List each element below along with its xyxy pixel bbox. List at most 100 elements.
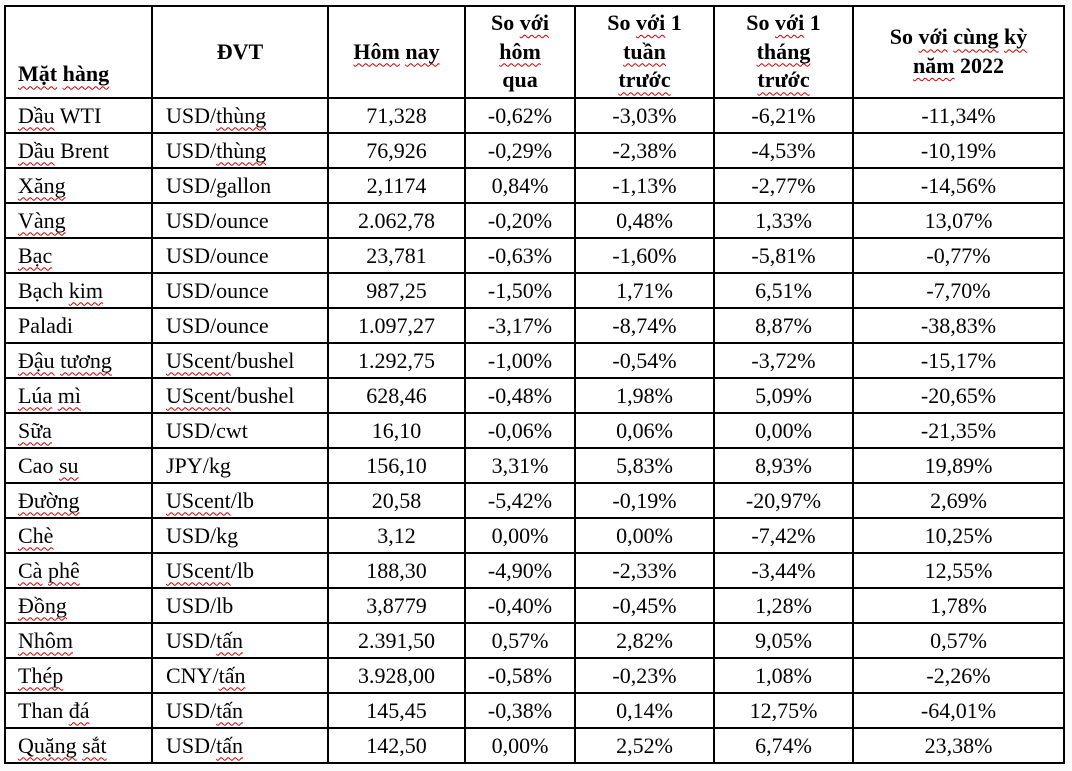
cell-today: 628,46	[327, 377, 466, 414]
table-row: Cao su JPY/kg 156,10 3,31% 5,83% 8,93% 19,89%	[4, 447, 1065, 484]
cell-vs-week: 5,83%	[574, 447, 715, 484]
cell-vs-month: 6,51%	[713, 272, 854, 309]
spellcheck-underline: cùng	[953, 24, 999, 50]
cell-vs-yesterday: 0,84%	[464, 167, 576, 204]
cell-vs-week: 0,14%	[574, 692, 715, 729]
cell-unit: USD/ounce	[151, 307, 329, 344]
cell-today: 20,58	[327, 482, 466, 519]
table-body: Dầu WTI USD/thùng 71,328 -0,62% -3,03% -6,21%…	[4, 97, 1065, 764]
column-header-commodity: Mặt hàng	[4, 5, 153, 99]
spellcheck-underline: UScent	[166, 487, 231, 513]
cell-vs-yesterday: 3,31%	[464, 447, 576, 484]
cell-today: 16,10	[327, 412, 466, 449]
table-row: Bạch kim USD/ounce 987,25 -1,50% 1,71% 6,51% -…	[4, 272, 1065, 309]
cell-vs-month: -3,72%	[713, 342, 854, 379]
cell-today: 2.391,50	[327, 622, 466, 659]
table-row: Lúa mì UScent/bushel 628,46 -0,48% 1,98% 5,09…	[4, 377, 1065, 414]
column-header-unit: ĐVT	[151, 5, 329, 99]
cell-unit: UScent/lb	[151, 482, 329, 519]
cell-vs-yesterday: -0,06%	[464, 412, 576, 449]
column-header-vs-yesterday: So với hôm qua	[464, 5, 576, 99]
cell-vs-yesterday: -0,48%	[464, 377, 576, 414]
cell-vs-yesterday: -1,50%	[464, 272, 576, 309]
spellcheck-underline: trước	[618, 67, 671, 93]
cell-vs-month: -4,53%	[713, 132, 854, 169]
table-row: Đậu tương UScent/bushel 1.292,75 -1,00% -0,5…	[4, 342, 1065, 379]
cell-commodity: Cao su	[4, 447, 153, 484]
cell-vs-2022: -64,01%	[852, 692, 1065, 729]
cell-vs-2022: -10,19%	[852, 132, 1065, 169]
cell-commodity: Đậu tương	[4, 342, 153, 379]
cell-vs-month: -20,97%	[713, 482, 854, 519]
cell-vs-month: 5,09%	[713, 377, 854, 414]
cell-vs-yesterday: -3,17%	[464, 307, 576, 344]
cell-unit: CNY/tấn	[151, 657, 329, 694]
cell-today: 142,50	[327, 727, 466, 764]
cell-commodity: Bạc	[4, 237, 153, 274]
cell-unit: USD/cwt	[151, 412, 329, 449]
cell-unit: USD/kg	[151, 517, 329, 554]
cell-unit: USD/tấn	[151, 692, 329, 729]
table-row: Cà phê UScent/lb 188,30 -4,90% -2,33% -3,44% 1…	[4, 552, 1065, 589]
cell-vs-2022: 13,07%	[852, 202, 1065, 239]
table-row: Than đá USD/tấn 145,45 -0,38% 0,14% 12,75% -64…	[4, 692, 1065, 729]
spellcheck-underline: với	[918, 24, 948, 50]
cell-vs-week: -2,38%	[574, 132, 715, 169]
spellcheck-underline: kỳ	[1004, 24, 1028, 50]
spellcheck-underline: đá	[68, 697, 90, 723]
cell-vs-month: -3,44%	[713, 552, 854, 589]
cell-vs-2022: 19,89%	[852, 447, 1065, 484]
cell-vs-2022: 12,55%	[852, 552, 1065, 589]
spellcheck-underline: Xăng	[18, 172, 66, 198]
cell-vs-month: -5,81%	[713, 237, 854, 274]
cell-unit: USD/ounce	[151, 272, 329, 309]
spellcheck-underline: Nhôm	[18, 627, 73, 653]
cell-vs-week: -1,13%	[574, 167, 715, 204]
cell-unit: USD/thùng	[151, 132, 329, 169]
table-row: Xăng USD/gallon 2,1174 0,84% -1,13% -2,77% -14…	[4, 167, 1065, 204]
table-row: Nhôm USD/tấn 2.391,50 0,57% 2,82% 9,05% 0,57%	[4, 622, 1065, 659]
cell-vs-month: -6,21%	[713, 97, 854, 134]
cell-today: 3,8779	[327, 587, 466, 624]
cell-commodity: Chè	[4, 517, 153, 554]
cell-unit: JPY/kg	[151, 447, 329, 484]
spellcheck-underline: Dầu	[18, 102, 55, 128]
cell-vs-2022: -0,77%	[852, 237, 1065, 274]
cell-vs-week: -1,60%	[574, 237, 715, 274]
cell-vs-2022: -20,65%	[852, 377, 1065, 414]
cell-vs-week: 2,52%	[574, 727, 715, 764]
cell-vs-month: 6,74%	[713, 727, 854, 764]
cell-today: 156,10	[327, 447, 466, 484]
header-row: Mặt hàng ĐVT Hôm nay So với hôm qua So với 1…	[4, 5, 1065, 99]
cell-vs-yesterday: -1,00%	[464, 342, 576, 379]
column-header-today: Hôm nay	[327, 5, 466, 99]
cell-today: 145,45	[327, 692, 466, 729]
spellcheck-underline: tấn	[216, 627, 244, 653]
cell-today: 23,781	[327, 237, 466, 274]
cell-vs-2022: 0,57%	[852, 622, 1065, 659]
spellcheck-underline: UScent	[166, 382, 231, 408]
spellcheck-underline: kim	[68, 277, 103, 303]
spellcheck-underline: tháng	[756, 38, 811, 64]
table-row: Đường UScent/lb 20,58 -5,42% -0,19% -20,97% 2,…	[4, 482, 1065, 519]
commodity-price-table: Mặt hàng ĐVT Hôm nay So với hôm qua So với 1…	[4, 5, 1065, 764]
cell-vs-month: 8,87%	[713, 307, 854, 344]
cell-vs-yesterday: 0,57%	[464, 622, 576, 659]
cell-unit: USD/gallon	[151, 167, 329, 204]
spellcheck-underline: phê	[47, 557, 80, 583]
cell-unit: USD/tấn	[151, 622, 329, 659]
spellcheck-underline: Thép	[18, 662, 64, 688]
spellcheck-underline: Đồng	[18, 592, 67, 618]
cell-vs-2022: -2,26%	[852, 657, 1065, 694]
spellcheck-underline: Sữa	[18, 417, 52, 443]
spellcheck-underline: Đường	[18, 487, 80, 513]
cell-commodity: Đồng	[4, 587, 153, 624]
cell-commodity: Dầu WTI	[4, 97, 153, 134]
spellcheck-underline: Vàng	[18, 207, 66, 233]
table-row: Sữa USD/cwt 16,10 -0,06% 0,06% 0,00% -21,35%	[4, 412, 1065, 449]
spellcheck-underline: Lúa	[18, 382, 53, 408]
cell-vs-month: 8,93%	[713, 447, 854, 484]
cell-commodity: Vàng	[4, 202, 153, 239]
spellcheck-underline: hàng	[62, 61, 110, 87]
cell-commodity: Thép	[4, 657, 153, 694]
